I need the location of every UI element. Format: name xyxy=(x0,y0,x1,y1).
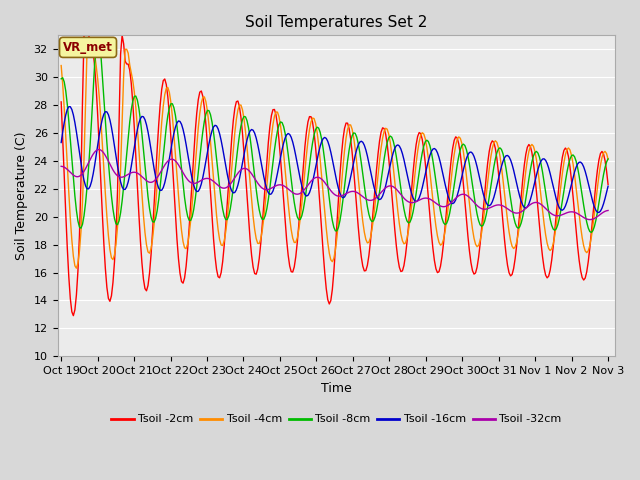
X-axis label: Time: Time xyxy=(321,382,352,395)
Title: Soil Temperatures Set 2: Soil Temperatures Set 2 xyxy=(245,15,428,30)
Legend: Tsoil -2cm, Tsoil -4cm, Tsoil -8cm, Tsoil -16cm, Tsoil -32cm: Tsoil -2cm, Tsoil -4cm, Tsoil -8cm, Tsoi… xyxy=(107,410,566,429)
Text: VR_met: VR_met xyxy=(63,41,113,54)
Y-axis label: Soil Temperature (C): Soil Temperature (C) xyxy=(15,132,28,260)
